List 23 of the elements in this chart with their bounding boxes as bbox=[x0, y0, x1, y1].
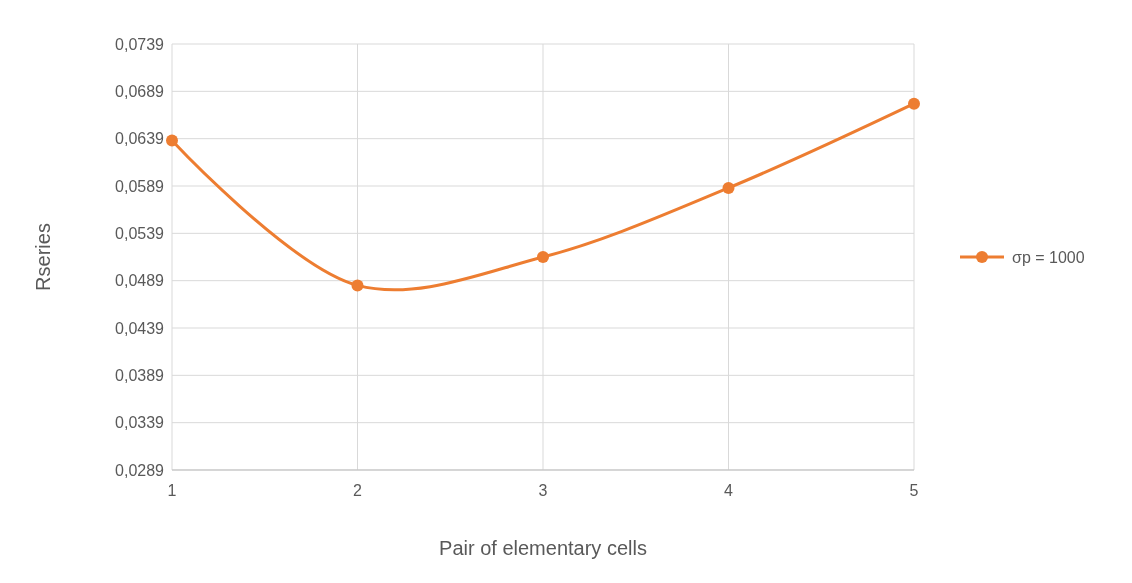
y-tick-label: 0,0289 bbox=[115, 461, 165, 479]
point bbox=[908, 97, 920, 110]
point bbox=[351, 279, 364, 292]
legend-label: σp = 1000 bbox=[1012, 248, 1085, 266]
y-axis-title: Rseries bbox=[32, 223, 54, 291]
x-tick-label: 2 bbox=[353, 482, 363, 499]
y-tick-label: 0,0489 bbox=[115, 272, 165, 290]
y-tick-label: 0,0339 bbox=[115, 414, 165, 432]
y-tick-label: 0,0439 bbox=[115, 319, 165, 337]
x-tick-label: 1 bbox=[167, 482, 177, 499]
y-tick-label: 0,0389 bbox=[115, 366, 165, 384]
x-tick-label: 3 bbox=[538, 482, 548, 499]
y-tick-label: 0,0739 bbox=[115, 35, 165, 53]
x-tick-label: 5 bbox=[909, 482, 919, 499]
y-tick-label: 0,0539 bbox=[115, 224, 165, 242]
point bbox=[722, 181, 735, 194]
point bbox=[537, 251, 549, 263]
y-tick-label: 0,0689 bbox=[115, 82, 165, 100]
x-tick-label: 4 bbox=[724, 482, 734, 499]
y-tick-label: 0,0639 bbox=[115, 130, 165, 148]
x-axis-title: Pair of elementary cells bbox=[439, 537, 647, 559]
y-tick-label: 0,0589 bbox=[115, 177, 165, 195]
point bbox=[166, 134, 178, 147]
